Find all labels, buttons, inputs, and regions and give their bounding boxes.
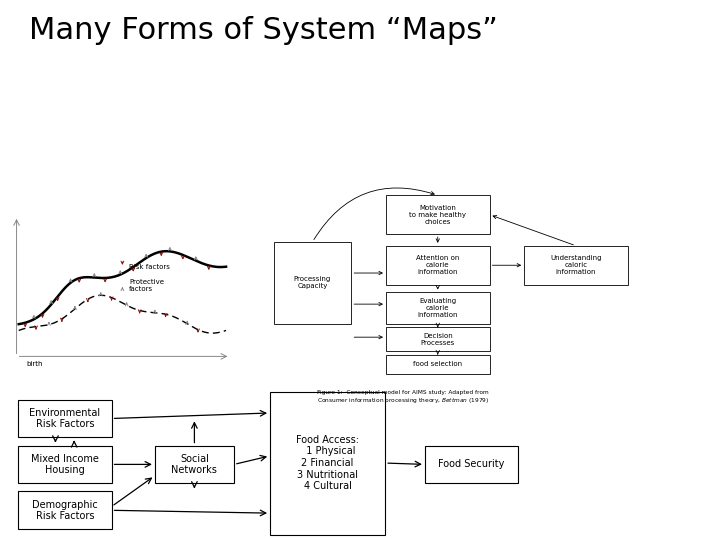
FancyBboxPatch shape	[274, 242, 351, 323]
Text: Decision
Processes: Decision Processes	[420, 333, 455, 346]
Text: Environmental
Risk Factors: Environmental Risk Factors	[30, 408, 100, 429]
Text: Risk factors: Risk factors	[129, 264, 170, 270]
FancyBboxPatch shape	[386, 293, 490, 323]
FancyBboxPatch shape	[155, 446, 234, 483]
FancyBboxPatch shape	[386, 327, 490, 351]
FancyBboxPatch shape	[386, 195, 490, 234]
FancyBboxPatch shape	[524, 246, 628, 285]
Text: food selection: food selection	[413, 361, 462, 367]
Text: Social
Networks: Social Networks	[171, 454, 217, 475]
Text: Demographic
Risk Factors: Demographic Risk Factors	[32, 500, 98, 521]
FancyBboxPatch shape	[18, 491, 112, 529]
Text: Mixed Income
Housing: Mixed Income Housing	[31, 454, 99, 475]
FancyBboxPatch shape	[18, 446, 112, 483]
Text: Food Access:
  1 Physical
2 Financial
3 Nutritional
4 Cultural: Food Access: 1 Physical 2 Financial 3 Nu…	[296, 435, 359, 491]
FancyBboxPatch shape	[270, 392, 385, 535]
Text: Figure 1:  Conceptual model for AIMS study: Adapted from
Consumer information pr: Figure 1: Conceptual model for AIMS stud…	[317, 390, 490, 405]
Text: Processing
Capacity: Processing Capacity	[294, 276, 331, 289]
Text: Protective
factors: Protective factors	[129, 279, 164, 292]
FancyBboxPatch shape	[18, 400, 112, 437]
Text: Motivation
to make healthy
choices: Motivation to make healthy choices	[409, 205, 467, 225]
Text: birth: birth	[27, 361, 42, 367]
Text: Many Forms of System “Maps”: Many Forms of System “Maps”	[29, 16, 498, 45]
FancyBboxPatch shape	[386, 246, 490, 285]
Text: Evaluating
calorie
information: Evaluating calorie information	[418, 298, 458, 318]
Text: Attention on
calorie
information: Attention on calorie information	[416, 255, 459, 275]
Text: Food Security: Food Security	[438, 460, 505, 469]
Text: Understanding
caloric
information: Understanding caloric information	[550, 255, 602, 275]
FancyBboxPatch shape	[425, 446, 518, 483]
FancyBboxPatch shape	[386, 355, 490, 374]
